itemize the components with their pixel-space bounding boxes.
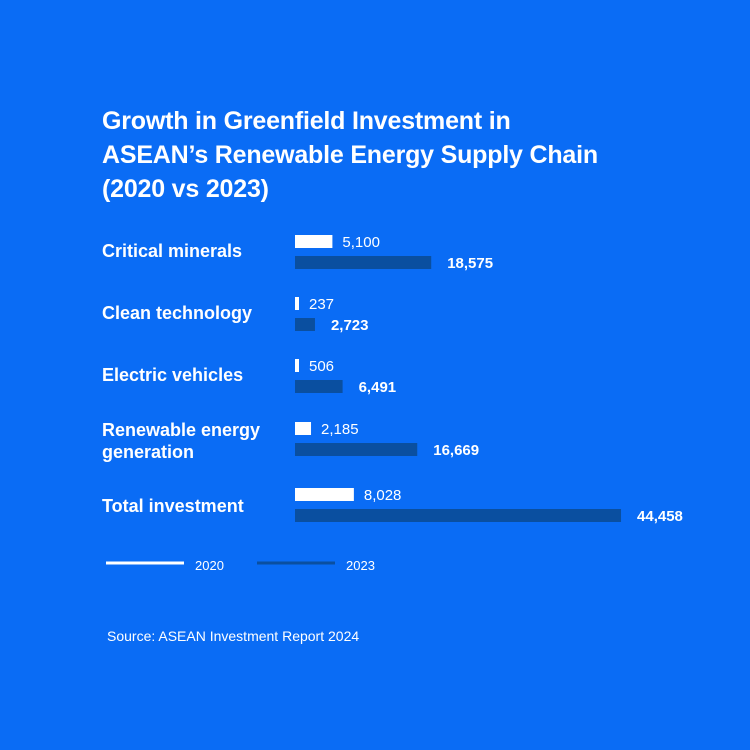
bar-2023-3: [295, 380, 343, 393]
data-label: 2,185: [321, 421, 359, 438]
bar-2020-3: [295, 359, 299, 372]
legend-label-2023: 2023: [346, 558, 375, 573]
bar-2020-4: [295, 422, 312, 435]
category-label: generation: [102, 442, 194, 462]
title-line-1: Growth in Greenfield Investment in: [102, 107, 511, 135]
category-label: Total investment: [102, 496, 244, 516]
data-label: 44,458: [637, 508, 683, 525]
data-label: 18,575: [447, 255, 493, 272]
chart-title: Growth in Greenfield Investment in ASEAN…: [102, 104, 722, 206]
bar-2020-1: [295, 235, 333, 248]
bar-2020-5: [295, 488, 354, 501]
category-label: Clean technology: [102, 303, 252, 323]
category-label: Renewable energy: [102, 420, 260, 440]
legend-label-2020: 2020: [195, 558, 224, 573]
category-label: Electric vehicles: [102, 365, 243, 385]
data-label: 237: [309, 296, 334, 313]
data-label: 506: [309, 358, 334, 375]
bar-2023-4: [295, 443, 418, 456]
data-label: 8,028: [364, 487, 402, 504]
data-label: 2,723: [331, 317, 369, 334]
bar-2023-1: [295, 256, 432, 269]
bar-2023-5: [295, 509, 622, 522]
category-label: Critical minerals: [102, 241, 242, 261]
source-note: Source: ASEAN Investment Report 2024: [107, 628, 360, 644]
data-label: 6,491: [359, 379, 397, 396]
title-line-2: ASEAN’s Renewable Energy Supply Chain: [102, 141, 598, 169]
data-label: 16,669: [433, 442, 479, 459]
bar-2023-2: [295, 318, 315, 331]
title-line-3: (2020 vs 2023): [102, 175, 269, 203]
bar-2020-2: [295, 297, 299, 310]
data-label: 5,100: [342, 234, 380, 251]
